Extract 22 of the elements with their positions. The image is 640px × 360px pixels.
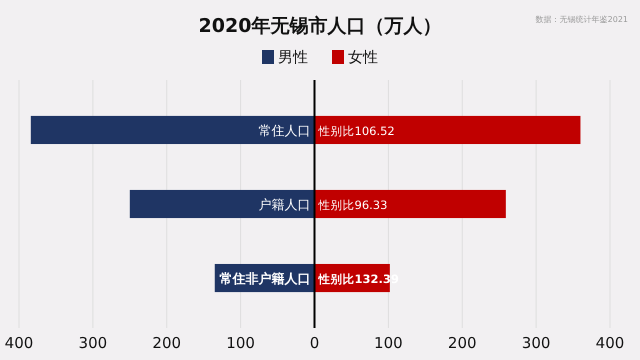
x-tick-label: 400 <box>596 334 624 352</box>
x-tick-label: 100 <box>374 334 403 352</box>
legend-label: 男性 <box>278 48 308 66</box>
legend-label: 女性 <box>348 48 378 66</box>
annotation: 性别比106.52 <box>318 124 395 138</box>
text: 数据：无锡统计年鉴2021 <box>536 15 628 24</box>
bar <box>314 116 580 144</box>
y-tick-label: 常住非户籍人口 <box>220 271 310 288</box>
x-tick-label: 400 <box>4 334 34 352</box>
x-tick-label: 100 <box>226 334 255 352</box>
x-tick-label: 300 <box>78 334 108 352</box>
x-tick-label: 200 <box>152 334 182 352</box>
x-tick-label: 0 <box>310 334 320 352</box>
x-tick-label: 200 <box>448 334 477 352</box>
chart-title: 2020年无锡市人口（万人） <box>198 15 442 37</box>
y-tick-label: 常住人口 <box>258 124 310 139</box>
bar <box>130 190 314 218</box>
bar <box>314 190 506 218</box>
x-tick-label: 300 <box>522 334 550 352</box>
bar <box>30 116 314 144</box>
annotation: 性别比96.33 <box>318 198 388 212</box>
y-tick-label: 户籍人口 <box>258 198 310 213</box>
